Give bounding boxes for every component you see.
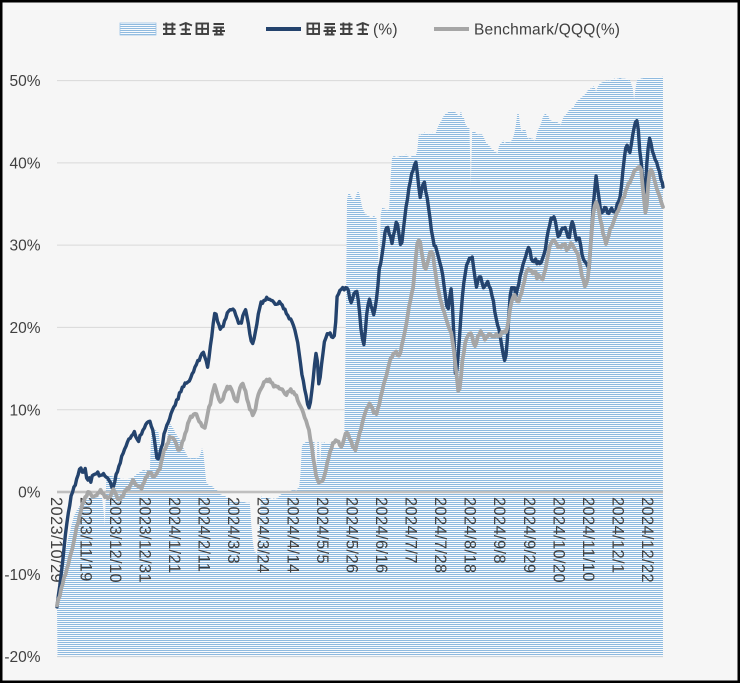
svg-text:2024/3/3: 2024/3/3: [224, 497, 242, 564]
svg-text:2023/12/31: 2023/12/31: [135, 497, 153, 583]
svg-text:2024/12/22: 2024/12/22: [638, 497, 656, 583]
svg-text:2024/11/10: 2024/11/10: [579, 497, 597, 582]
svg-text:2024/10/20: 2024/10/20: [549, 497, 567, 583]
svg-text:2024/1/21: 2024/1/21: [165, 497, 183, 574]
svg-text:2024/7/28: 2024/7/28: [431, 497, 449, 574]
svg-text:2024/7/7: 2024/7/7: [401, 497, 419, 564]
svg-text:Benchmark/QQQ(%): Benchmark/QQQ(%): [474, 22, 620, 39]
svg-text:2024/5/5: 2024/5/5: [313, 497, 331, 564]
svg-text:(%): (%): [373, 22, 398, 39]
svg-text:40%: 40%: [9, 155, 40, 172]
svg-text:2024/6/16: 2024/6/16: [372, 497, 390, 574]
svg-text:2024/12/1: 2024/12/1: [608, 497, 626, 574]
svg-text:2024/8/18: 2024/8/18: [461, 497, 479, 574]
svg-text:10%: 10%: [9, 402, 40, 419]
svg-text:2024/9/8: 2024/9/8: [490, 497, 508, 564]
svg-text:0%: 0%: [18, 485, 41, 502]
svg-text:-20%: -20%: [4, 649, 40, 666]
svg-text:2024/4/14: 2024/4/14: [283, 497, 301, 574]
svg-text:30%: 30%: [9, 238, 40, 255]
svg-text:2024/3/24: 2024/3/24: [254, 497, 272, 574]
svg-text:2024/2/11: 2024/2/11: [195, 497, 213, 572]
svg-text:50%: 50%: [9, 73, 40, 90]
svg-text:2023/12/10: 2023/12/10: [106, 497, 124, 583]
svg-text:20%: 20%: [9, 320, 40, 337]
svg-text:2024/9/29: 2024/9/29: [520, 497, 538, 574]
svg-text:-10%: -10%: [4, 567, 40, 584]
svg-text:2023/10/29: 2023/10/29: [47, 497, 65, 583]
svg-text:2023/11/19: 2023/11/19: [76, 497, 94, 582]
svg-text:2024/5/26: 2024/5/26: [342, 497, 360, 574]
